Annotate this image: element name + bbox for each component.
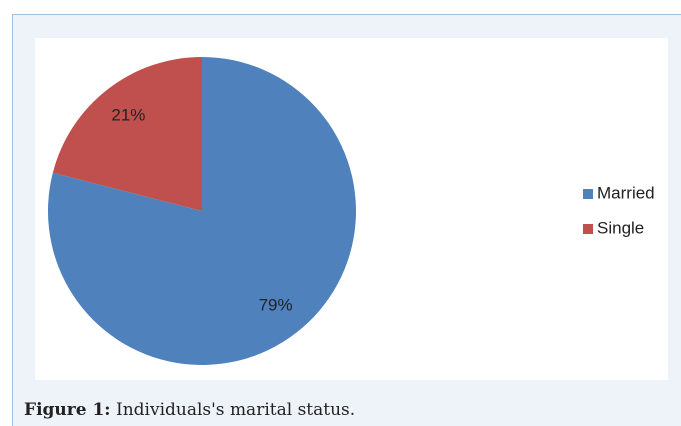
- data-label: 21%: [111, 106, 145, 125]
- pie-slice: [52, 56, 202, 211]
- caption: Figure 1: Individuals's marital status.: [24, 400, 355, 420]
- caption-text: Individuals's marital status.: [116, 400, 355, 420]
- caption-label: Figure 1:: [24, 400, 111, 420]
- legend-swatch: [583, 224, 593, 234]
- legend-label: Single: [597, 218, 644, 237]
- legend-swatch: [583, 189, 593, 199]
- data-label: 79%: [259, 295, 293, 314]
- legend-label: Married: [597, 183, 655, 202]
- pie-slice: [48, 57, 357, 365]
